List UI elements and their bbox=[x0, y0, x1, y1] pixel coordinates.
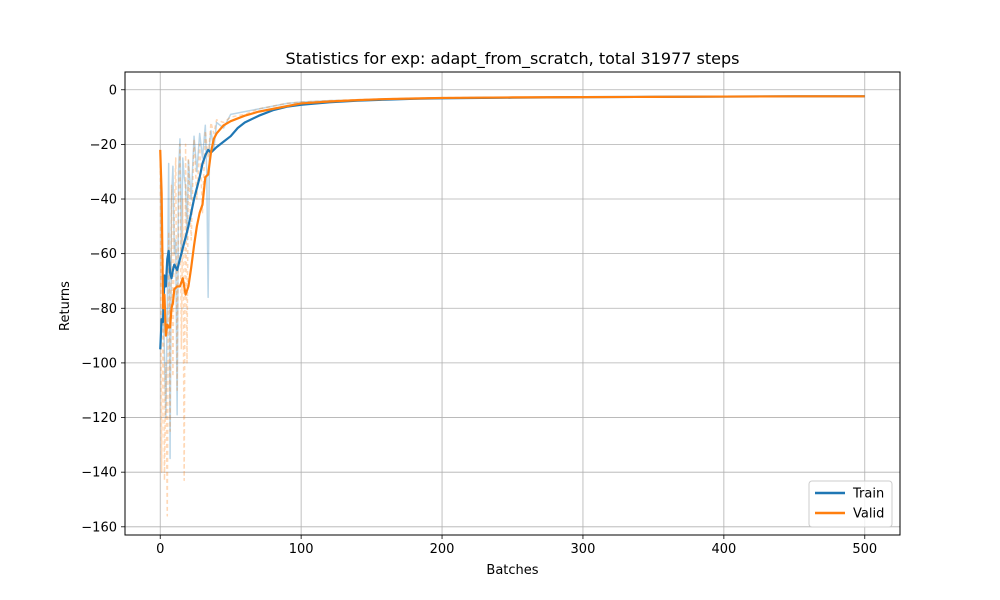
x-axis-ticks: 0 100 200 300 400 500 bbox=[156, 535, 877, 557]
x-axis-label: Batches bbox=[486, 563, 538, 578]
legend: Train Valid bbox=[808, 480, 893, 528]
y-tick-label: 0 bbox=[109, 83, 117, 98]
y-tick-label: −160 bbox=[81, 520, 117, 535]
y-tick-label: −120 bbox=[81, 411, 117, 426]
x-tick-label: 200 bbox=[430, 542, 455, 557]
y-tick-label: −40 bbox=[90, 193, 117, 208]
y-tick-label: −100 bbox=[81, 356, 117, 371]
grid bbox=[125, 72, 900, 535]
y-axis-ticks: 0 −20 −40 −60 −80 −100 −120 −140 −160 bbox=[81, 83, 125, 535]
plot-area bbox=[124, 71, 901, 536]
y-tick-label: −140 bbox=[81, 466, 117, 481]
chart-title: Statistics for exp: adapt_from_scratch, … bbox=[286, 49, 740, 69]
plot-background bbox=[125, 72, 900, 535]
x-tick-label: 300 bbox=[571, 542, 596, 557]
y-tick-label: −60 bbox=[90, 247, 117, 262]
x-tick-label: 500 bbox=[852, 542, 877, 557]
y-axis-label: Returns bbox=[58, 281, 73, 331]
x-tick-label: 0 bbox=[156, 542, 164, 557]
y-tick-label: −20 bbox=[90, 138, 117, 153]
x-tick-label: 400 bbox=[711, 542, 736, 557]
series-valid-smoothed bbox=[159, 95, 865, 337]
plot-frame bbox=[124, 71, 901, 536]
x-tick-label: 100 bbox=[289, 542, 314, 557]
y-tick-label: −80 bbox=[90, 302, 117, 317]
legend-label-train: Train bbox=[852, 487, 884, 502]
legend-label-valid: Valid bbox=[853, 507, 884, 522]
smoothed-series-layer bbox=[159, 95, 865, 350]
